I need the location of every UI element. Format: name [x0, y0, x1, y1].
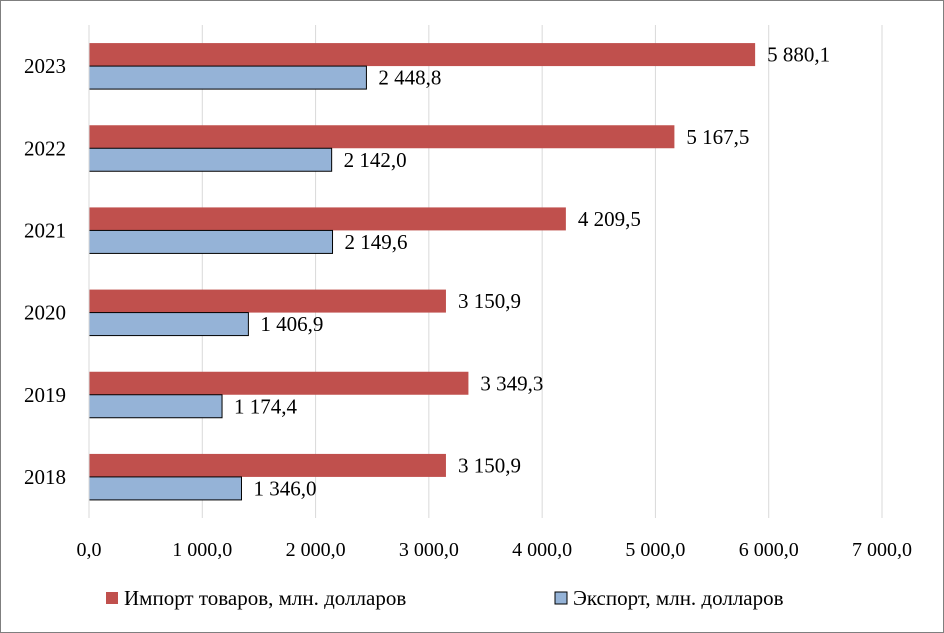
legend-label: Экспорт, млн. долларов — [573, 586, 784, 610]
legend: Импорт товаров, млн. долларов Экспорт, мл… — [106, 586, 784, 610]
category-label: 2019 — [24, 383, 66, 407]
x-tick-label: 6 000,0 — [739, 539, 799, 561]
category-label: 2022 — [24, 136, 66, 160]
gridlines — [88, 25, 883, 518]
import-data-label: 3 349,3 — [480, 371, 543, 395]
category-label: 2020 — [24, 301, 66, 325]
import-bar — [89, 371, 469, 395]
export-data-label: 1 174,4 — [234, 394, 297, 418]
import-data-label: 3 150,9 — [458, 289, 521, 313]
export-bar — [88, 65, 367, 90]
legend-label: Импорт товаров, млн. долларов — [124, 586, 406, 610]
export-bar — [88, 312, 249, 337]
x-tick-label: 3 000,0 — [399, 539, 459, 561]
x-tick-label: 5 000,0 — [625, 539, 685, 561]
legend-swatch — [106, 592, 118, 604]
x-tick-label: 1 000,0 — [172, 539, 232, 561]
export-bar — [88, 229, 334, 254]
export-data-label: 2 142,0 — [344, 148, 407, 172]
import-bar — [89, 207, 566, 231]
export-bar — [88, 394, 223, 419]
import-data-label: 3 150,9 — [458, 453, 521, 477]
data-labels: 3 150,9 1 346,0 3 349,3 1 174,4 3 150,9 1 406… — [234, 43, 830, 501]
import-bar — [89, 289, 446, 313]
import-bar — [89, 453, 446, 477]
legend-swatch — [554, 591, 568, 605]
x-tick-label: 2 000,0 — [286, 539, 346, 561]
category-label: 2023 — [24, 54, 66, 78]
export-data-label: 2 149,6 — [345, 230, 408, 254]
x-tick-label: 4 000,0 — [512, 539, 572, 561]
export-bar — [88, 476, 242, 501]
import-data-label: 5 880,1 — [767, 43, 830, 67]
category-label: 2021 — [24, 218, 66, 242]
export-data-label: 2 448,8 — [378, 66, 441, 90]
x-tick-label: 7 000,0 — [852, 539, 912, 561]
import-bar — [89, 125, 675, 149]
import-data-label: 4 209,5 — [578, 207, 641, 231]
bars — [88, 43, 756, 501]
category-label: 2018 — [24, 465, 66, 489]
export-bar — [88, 147, 333, 172]
import-bar — [89, 43, 756, 67]
export-data-label: 1 346,0 — [253, 476, 316, 500]
axes: 0,0 1 000,0 2 000,0 3 000,0 4 000,0 5 000,0 6 … — [24, 25, 912, 561]
export-data-label: 1 406,9 — [260, 312, 323, 336]
import-data-label: 5 167,5 — [686, 125, 749, 149]
x-tick-label: 0,0 — [77, 539, 102, 561]
